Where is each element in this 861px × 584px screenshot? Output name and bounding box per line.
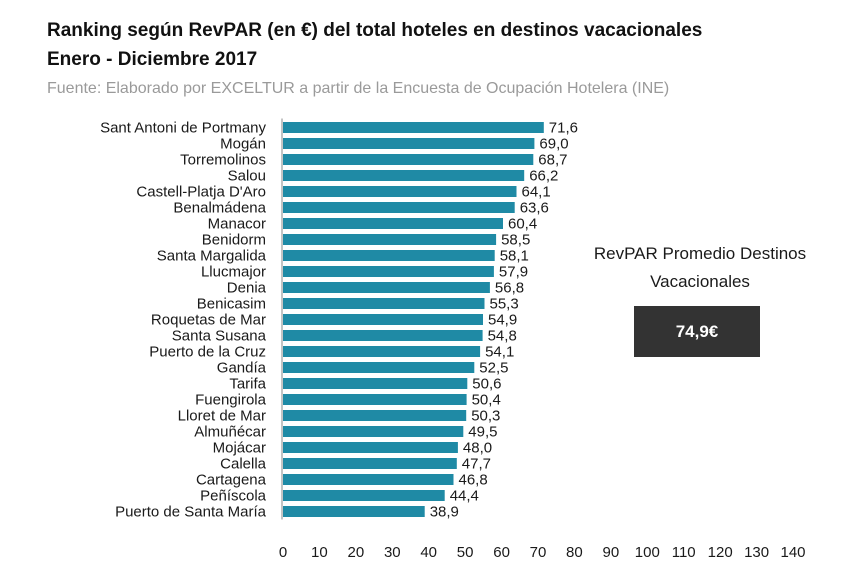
category-label: Benidorm — [202, 232, 266, 249]
category-label: Cartagena — [196, 472, 267, 489]
category-label: Santa Susana — [172, 328, 267, 345]
bar — [283, 426, 464, 437]
value-label: 50,6 — [472, 376, 501, 393]
bar — [283, 362, 475, 373]
bar — [283, 218, 503, 229]
value-label: 71,6 — [549, 120, 578, 137]
category-label: Tarifa — [229, 376, 266, 393]
value-label: 58,5 — [501, 232, 530, 249]
bar — [283, 282, 490, 293]
x-tick-label: 40 — [420, 544, 437, 561]
category-label: Benalmádena — [173, 200, 266, 217]
value-label: 55,3 — [490, 296, 519, 313]
bar — [283, 202, 515, 213]
bar — [283, 330, 483, 341]
category-label: Santa Margalida — [157, 248, 267, 265]
category-label: Roquetas de Mar — [151, 312, 266, 329]
category-label: Torremolinos — [180, 152, 266, 169]
bar — [283, 506, 425, 517]
x-tick-label: 30 — [384, 544, 401, 561]
value-label: 57,9 — [499, 264, 528, 281]
category-label: Denia — [227, 280, 267, 297]
category-label: Mogán — [220, 136, 266, 153]
value-label: 68,7 — [538, 152, 567, 169]
value-label: 58,1 — [500, 248, 529, 265]
x-tick-label: 80 — [566, 544, 583, 561]
bar — [283, 410, 467, 421]
category-label: Llucmajor — [201, 264, 266, 281]
average-title: RevPAR Promedio Destinos Vacacionales — [593, 244, 807, 291]
value-label: 47,7 — [462, 456, 491, 473]
x-tick-label: 20 — [348, 544, 365, 561]
x-tick-label: 60 — [493, 544, 510, 561]
category-label: Calella — [220, 456, 267, 473]
bar — [283, 234, 497, 245]
x-tick-label: 10 — [311, 544, 328, 561]
bar — [283, 474, 454, 485]
value-label: 44,4 — [450, 488, 479, 505]
chart-title: Ranking según RevPAR (en €) del total ho… — [47, 20, 703, 41]
value-label: 49,5 — [468, 424, 497, 441]
chart-subtitle: Enero - Diciembre 2017 — [47, 49, 258, 70]
category-label: Benicasim — [197, 296, 266, 313]
x-tick-label: 120 — [708, 544, 733, 561]
x-tick-label: 90 — [603, 544, 620, 561]
x-tick-label: 50 — [457, 544, 474, 561]
value-label: 48,0 — [463, 440, 492, 457]
value-label: 56,8 — [495, 280, 524, 297]
value-label: 69,0 — [539, 136, 568, 153]
chart-source: Fuente: Elaborado por EXCELTUR a partir … — [47, 80, 670, 97]
value-label: 54,9 — [488, 312, 517, 329]
value-label: 60,4 — [508, 216, 537, 233]
bar — [283, 250, 495, 261]
category-label: Fuengirola — [195, 392, 267, 409]
category-label: Salou — [228, 168, 266, 185]
x-tick-label: 70 — [530, 544, 547, 561]
bar — [283, 186, 517, 197]
value-label: 54,1 — [485, 344, 514, 361]
category-label: Lloret de Mar — [178, 408, 266, 425]
bar — [283, 458, 457, 469]
bar — [283, 266, 494, 277]
value-label: 52,5 — [479, 360, 508, 377]
category-label: Peñíscola — [200, 488, 267, 505]
x-tick-label: 140 — [780, 544, 805, 561]
x-tick-label: 0 — [279, 544, 287, 561]
bar — [283, 122, 544, 133]
value-label: 54,8 — [488, 328, 517, 345]
average-value: 74,9€ — [675, 321, 719, 341]
value-label: 66,2 — [529, 168, 558, 185]
bar — [283, 154, 534, 165]
value-label: 38,9 — [430, 504, 459, 521]
average-value-box: 74,9€ — [634, 306, 760, 357]
value-label: 64,1 — [522, 184, 551, 201]
bar — [283, 378, 468, 389]
category-label: Gandía — [217, 360, 267, 377]
bar — [283, 138, 535, 149]
category-label: Mojácar — [213, 440, 266, 457]
bar — [283, 298, 485, 309]
value-label: 50,3 — [471, 408, 500, 425]
category-label: Castell-Platja D'Aro — [136, 184, 266, 201]
category-label: Puerto de Santa María — [115, 504, 267, 521]
bar — [283, 490, 445, 501]
bar — [283, 394, 467, 405]
x-tick-label: 110 — [672, 544, 696, 561]
value-label: 50,4 — [472, 392, 501, 409]
x-tick-label: 130 — [744, 544, 769, 561]
bar — [283, 314, 483, 325]
value-label: 63,6 — [520, 200, 549, 217]
bar — [283, 442, 458, 453]
bar — [283, 170, 525, 181]
category-label: Sant Antoni de Portmany — [100, 120, 266, 137]
category-label: Almuñécar — [194, 424, 266, 441]
value-label: 46,8 — [459, 472, 488, 489]
x-tick-label: 100 — [635, 544, 660, 561]
category-label: Manacor — [208, 216, 266, 233]
bar — [283, 346, 481, 357]
category-label: Puerto de la Cruz — [149, 344, 266, 361]
